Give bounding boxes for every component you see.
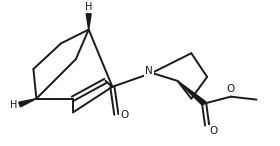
- Text: N: N: [145, 66, 153, 77]
- Text: O: O: [120, 110, 129, 120]
- Polygon shape: [19, 99, 36, 107]
- Polygon shape: [86, 14, 91, 29]
- Text: O: O: [209, 126, 217, 136]
- Text: H: H: [10, 100, 18, 110]
- Polygon shape: [178, 81, 206, 105]
- Text: H: H: [85, 2, 92, 12]
- Text: O: O: [227, 84, 235, 94]
